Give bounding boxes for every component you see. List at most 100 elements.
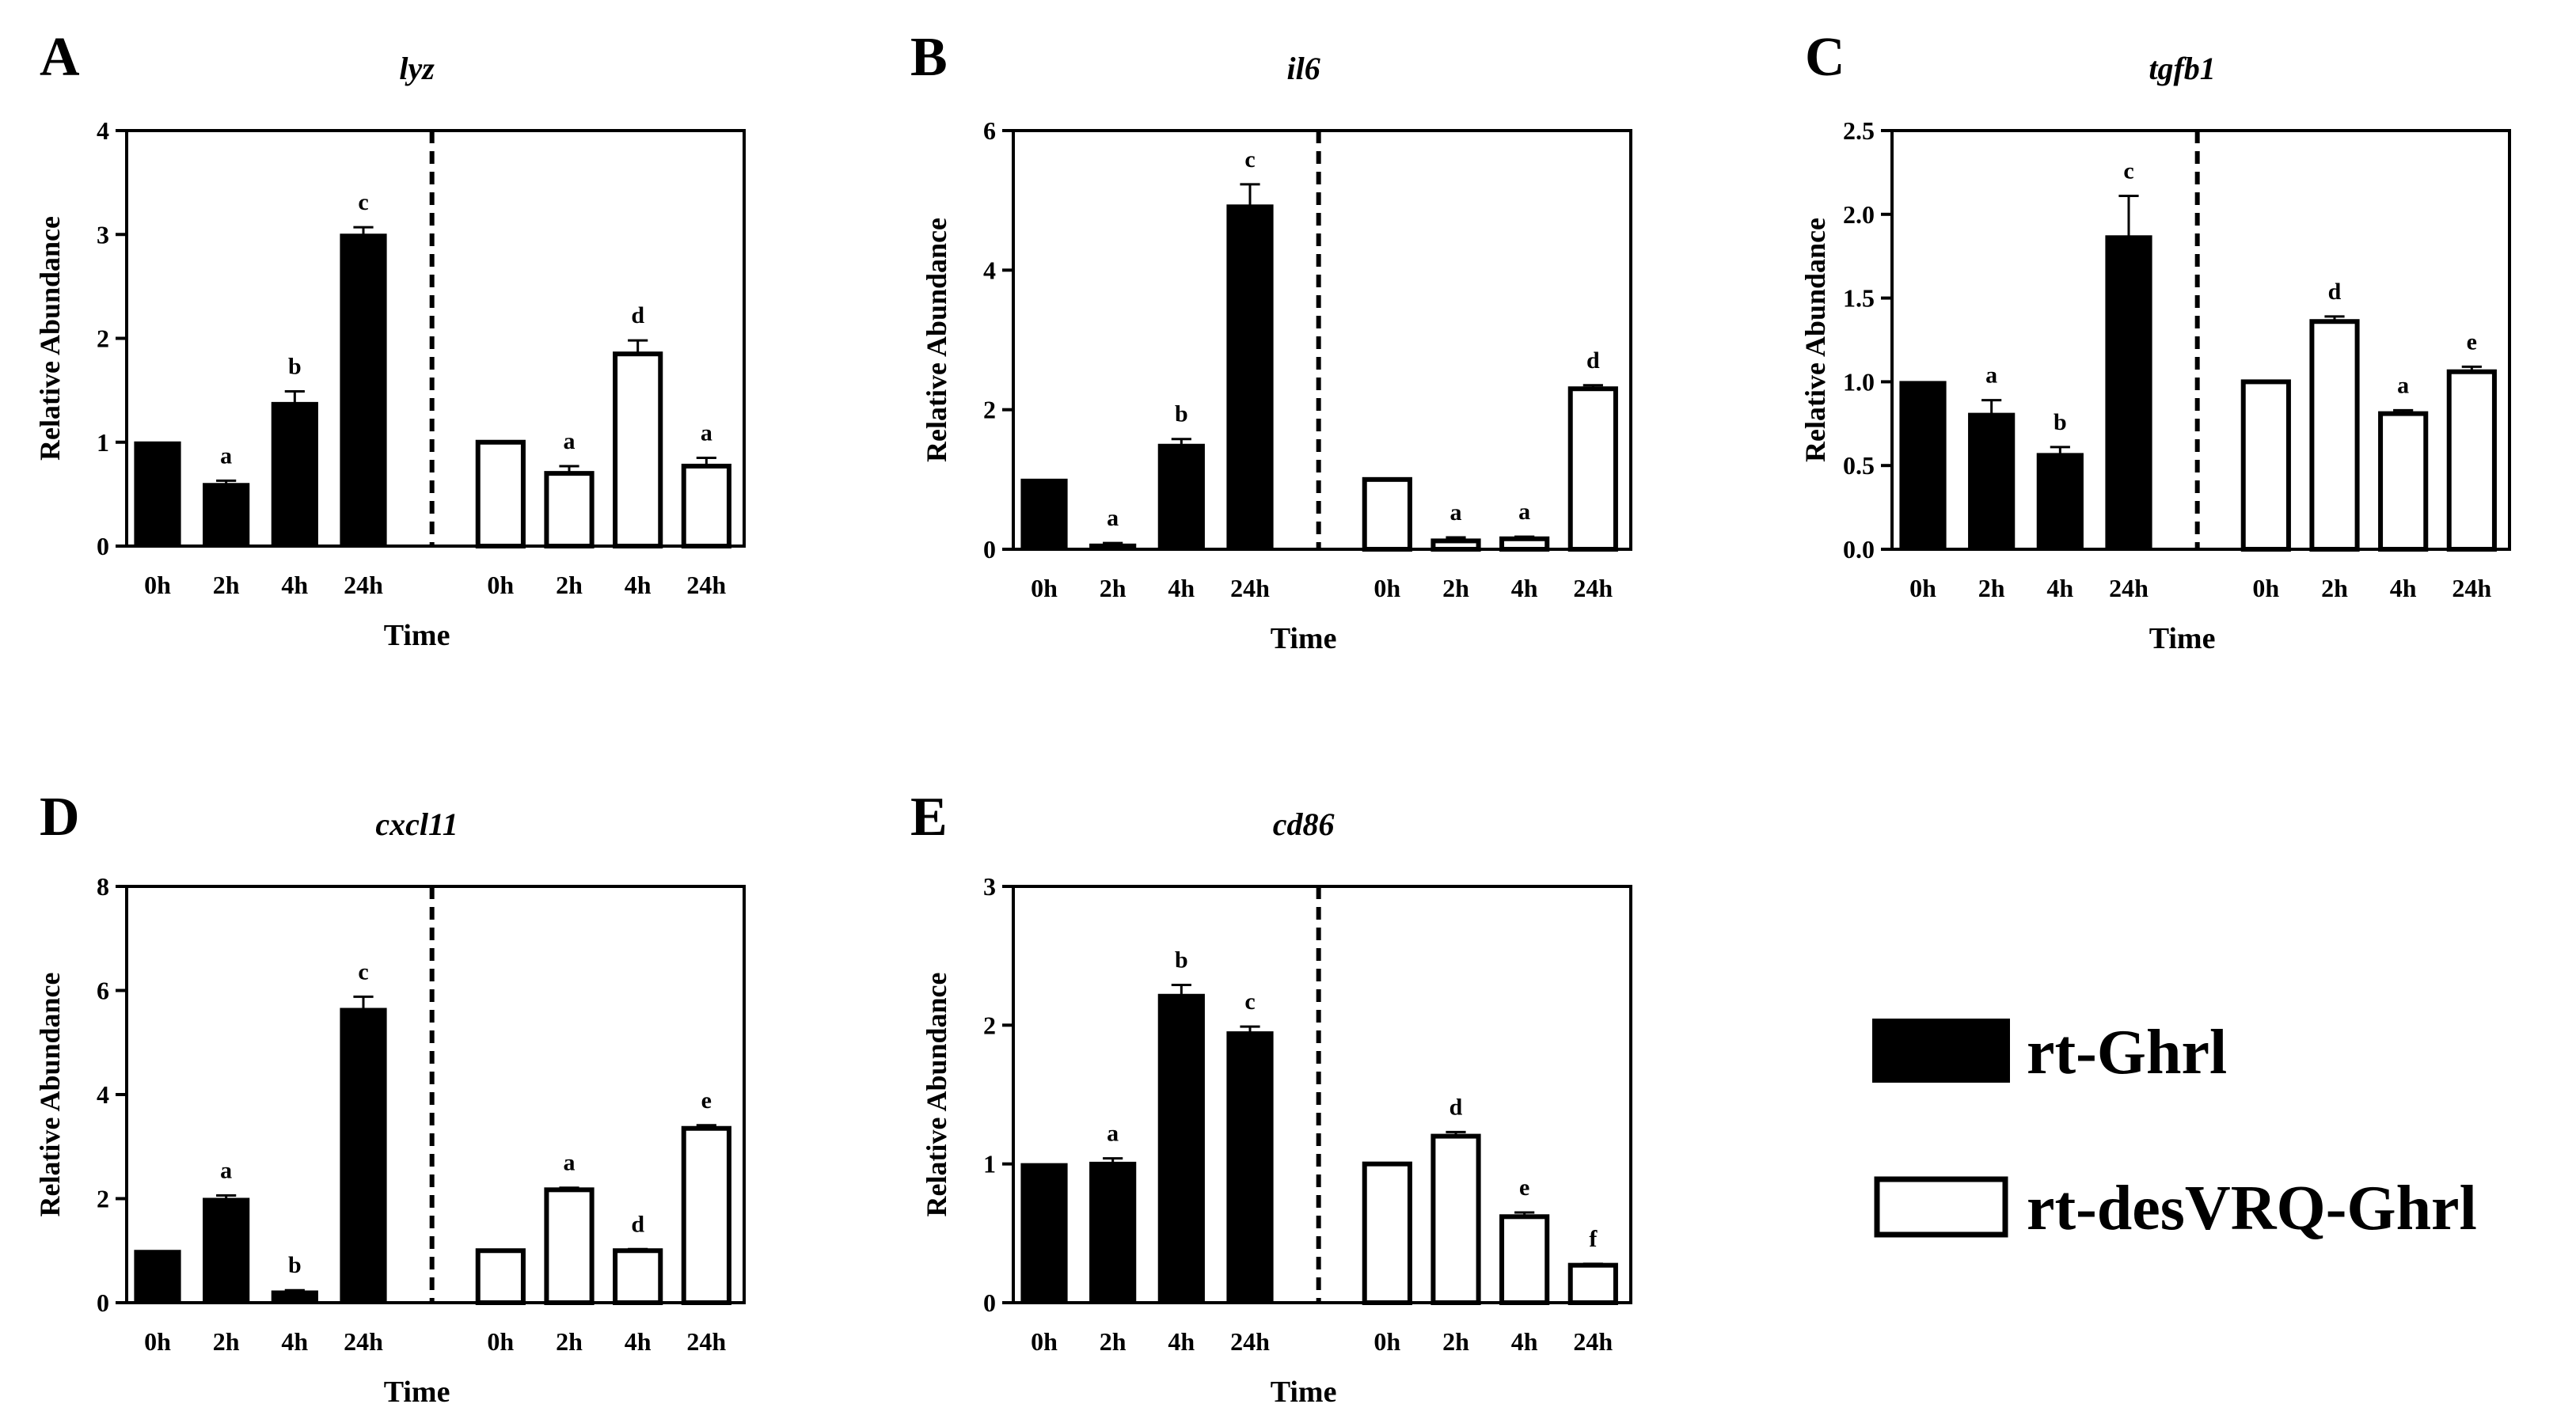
y-tick-label: 6 — [983, 116, 996, 145]
bar — [1089, 1161, 1137, 1303]
panel-title: cd86 — [1273, 806, 1335, 842]
x-tick-label: 4h — [2046, 574, 2073, 602]
bar — [613, 1248, 663, 1305]
x-tick-label: 4h — [625, 1327, 652, 1356]
bar — [1362, 1161, 1412, 1305]
x-axis-label: Time — [384, 1376, 450, 1409]
x-axis-label: Time — [1271, 622, 1337, 655]
x-tick-label: 4h — [281, 1327, 308, 1356]
significance-letter: f — [1589, 1226, 1598, 1252]
panel-title: tgfb1 — [2149, 51, 2215, 86]
y-tick-label: 3 — [983, 872, 996, 901]
x-axis-label: Time — [384, 619, 450, 652]
bar — [2105, 235, 2152, 550]
significance-letter: d — [631, 1211, 644, 1237]
x-tick-label: 0h — [1373, 1327, 1400, 1356]
bar — [340, 233, 387, 547]
plot-frame — [1012, 129, 1632, 551]
bar — [2036, 453, 2084, 550]
y-tick-label: 4 — [97, 116, 109, 145]
legend-label-rt-desvrq-ghrl: rt-desVRQ-Ghrl — [2027, 1174, 2477, 1243]
significance-letter: c — [358, 958, 368, 985]
significance-letter: a — [1107, 505, 1119, 531]
bar — [134, 1250, 181, 1303]
y-tick-label: 0 — [97, 1288, 109, 1317]
y-axis-label: Relative Abundance — [34, 216, 66, 461]
bar — [1020, 1163, 1068, 1303]
x-tick-label: 0h — [487, 1327, 514, 1356]
bar — [475, 1248, 526, 1305]
x-tick-label: 24h — [1230, 574, 1270, 602]
bar — [681, 463, 731, 548]
bar — [613, 351, 663, 548]
x-tick-label: 2h — [1100, 574, 1127, 602]
y-tick-label: 0.5 — [1843, 451, 1875, 480]
significance-letter: d — [2328, 279, 2342, 305]
significance-letter: a — [1107, 1121, 1119, 1147]
x-tick-label: 0h — [1031, 574, 1058, 602]
x-axis-label: Time — [2149, 622, 2216, 655]
y-tick-label: 2.5 — [1843, 116, 1875, 145]
y-tick-label: 4 — [983, 256, 996, 284]
significance-letter: a — [1985, 362, 1997, 389]
panel-letter: D — [40, 787, 80, 848]
y-tick-label: 1.0 — [1843, 367, 1875, 396]
y-tick-label: 2.0 — [1843, 200, 1875, 229]
bar — [2378, 411, 2429, 552]
x-tick-label: 0h — [144, 1327, 171, 1356]
x-tick-label: 4h — [1168, 1327, 1195, 1356]
x-tick-label: 2h — [556, 571, 583, 599]
y-tick-label: 0 — [983, 535, 996, 564]
y-axis-label: Relative Abundance — [921, 218, 952, 462]
x-tick-label: 24h — [686, 571, 726, 599]
x-tick-label: 0h — [1373, 574, 1400, 602]
significance-letter: a — [1518, 499, 1530, 525]
significance-letter: a — [1450, 499, 1462, 526]
bar — [134, 441, 181, 547]
x-tick-label: 24h — [686, 1327, 726, 1356]
x-tick-label: 4h — [1168, 574, 1195, 602]
y-tick-label: 1 — [983, 1150, 996, 1178]
y-tick-label: 3 — [97, 220, 109, 249]
x-tick-label: 4h — [1511, 1327, 1538, 1356]
significance-letter: b — [1175, 947, 1188, 973]
plot-frame — [1012, 885, 1632, 1304]
significance-letter: a — [564, 1150, 576, 1176]
bar — [1157, 443, 1205, 550]
bar — [1899, 381, 1947, 550]
y-axis-label: Relative Abundance — [1799, 218, 1831, 462]
significance-letter: b — [288, 353, 302, 379]
bar — [1089, 543, 1137, 550]
x-tick-label: 4h — [1511, 574, 1538, 602]
x-tick-label: 4h — [625, 571, 652, 599]
x-tick-label: 24h — [344, 571, 383, 599]
bar — [1430, 538, 1481, 552]
bar — [1499, 1214, 1550, 1305]
y-tick-label: 8 — [97, 872, 109, 901]
bar — [271, 1290, 318, 1304]
y-tick-label: 6 — [97, 977, 109, 1005]
y-tick-label: 4 — [97, 1080, 109, 1109]
x-tick-label: 24h — [1573, 574, 1613, 602]
bar — [544, 471, 595, 548]
bar — [1157, 993, 1205, 1303]
significance-letter: a — [564, 428, 576, 454]
x-tick-label: 24h — [344, 1327, 383, 1356]
x-tick-label: 24h — [1230, 1327, 1270, 1356]
significance-letter: a — [701, 419, 712, 446]
bar — [203, 483, 250, 547]
x-tick-label: 24h — [2452, 574, 2491, 602]
significance-letter: a — [220, 1158, 232, 1184]
y-tick-label: 2 — [97, 1185, 109, 1213]
panel-title: il6 — [1286, 51, 1320, 86]
x-tick-label: 0h — [144, 571, 171, 599]
significance-letter: a — [220, 442, 232, 469]
bar — [475, 439, 526, 548]
bar — [544, 1187, 595, 1306]
x-tick-label: 2h — [556, 1327, 583, 1356]
significance-letter: d — [631, 302, 644, 328]
